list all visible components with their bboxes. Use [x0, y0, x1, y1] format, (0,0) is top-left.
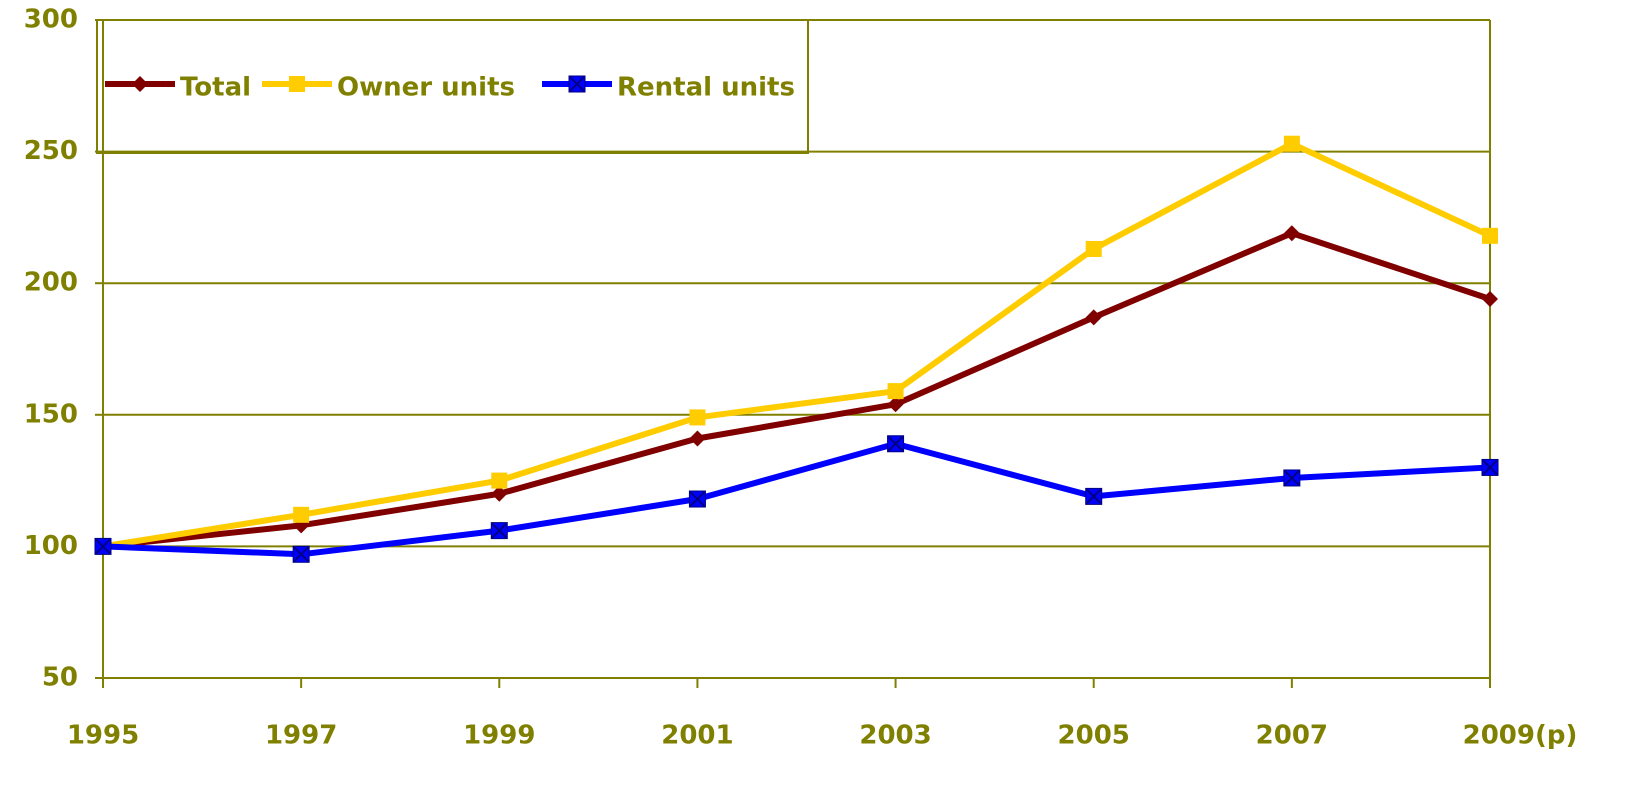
marker [887, 383, 904, 400]
x-tick-label: 1999 [463, 721, 535, 751]
marker [491, 472, 508, 489]
marker [491, 485, 508, 502]
marker [289, 76, 305, 92]
x-tick-label: 2007 [1256, 721, 1328, 751]
y-tick-label: 100 [24, 531, 78, 561]
marker [1085, 309, 1102, 326]
marker [1283, 225, 1300, 242]
x-tick-label: 2001 [661, 721, 733, 751]
series-line [102, 230, 1491, 550]
marker [689, 430, 706, 447]
y-tick-label: 250 [24, 136, 78, 166]
marker [132, 76, 148, 92]
legend-box [96, 19, 809, 154]
marker [1482, 290, 1498, 307]
legend-label: Total [180, 73, 251, 103]
x-tick-label: 1997 [265, 721, 337, 751]
y-tick-label: 150 [24, 399, 78, 429]
y-tick-label: 300 [24, 5, 78, 35]
marker [689, 409, 706, 426]
marker [1283, 135, 1300, 152]
legend-label: Rental units [617, 73, 795, 103]
marker-x [95, 538, 111, 555]
y-tick-label: 200 [24, 268, 78, 298]
series-line [102, 140, 1492, 550]
legend-label: Owner units [337, 73, 515, 103]
y-tick-label: 50 [42, 663, 78, 693]
marker-x [1086, 488, 1102, 505]
marker-x [689, 491, 706, 507]
marker-x [569, 76, 585, 92]
marker [1085, 240, 1102, 257]
x-tick-label: 2003 [859, 721, 931, 751]
marker-x [491, 522, 507, 539]
marker [887, 396, 904, 413]
marker [293, 506, 310, 523]
x-tick-label: 2009(p) [1463, 721, 1578, 751]
x-tick-label: 1995 [67, 721, 139, 751]
series-line [102, 440, 1491, 558]
marker-x [887, 436, 904, 452]
x-tick-label: 2005 [1058, 721, 1130, 751]
marker-x [1284, 470, 1300, 486]
marker [1482, 227, 1498, 244]
marker-x [293, 546, 309, 563]
marker-x [1482, 459, 1498, 476]
